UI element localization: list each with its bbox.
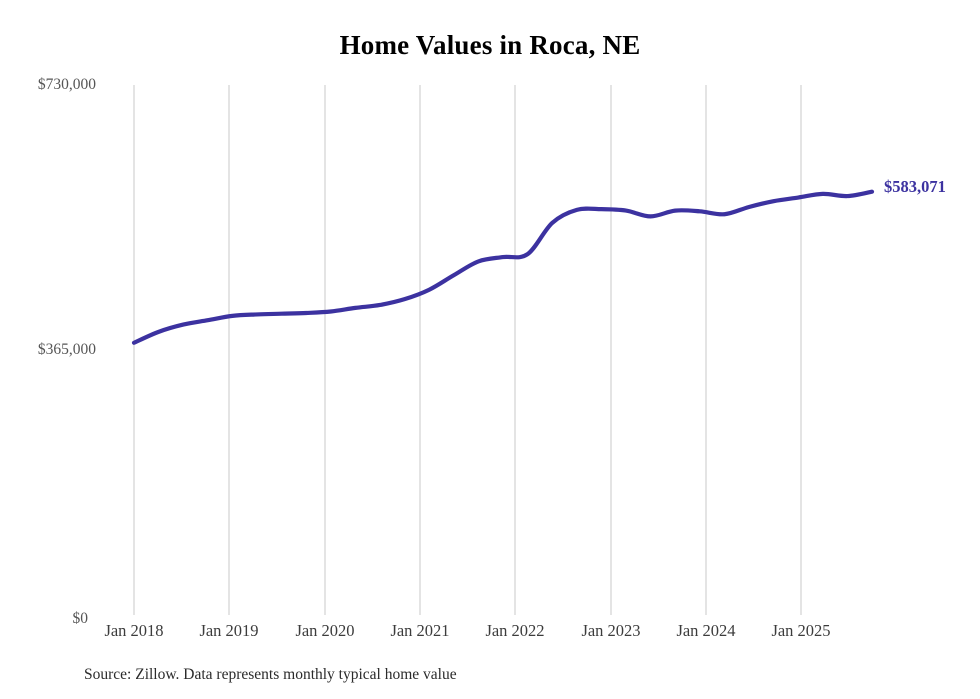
end-value-label: $583,071 xyxy=(884,177,946,196)
x-axis-tick-4: Jan 2022 xyxy=(485,621,545,640)
gridlines xyxy=(133,85,802,615)
series-line-typical-home-value xyxy=(131,189,875,345)
x-axis-tick-6: Jan 2024 xyxy=(676,621,736,640)
source-note: Source: Zillow. Data represents monthly … xyxy=(84,666,457,683)
x-axis-tick-7: Jan 2025 xyxy=(771,621,831,640)
y-axis-tick-zero: $0 xyxy=(72,610,89,627)
y-axis-tick-mid: $365,000 xyxy=(37,341,96,358)
x-axis-tick-5: Jan 2023 xyxy=(581,621,641,640)
x-axis-tick-0: Jan 2018 xyxy=(104,621,164,640)
x-axis-tick-2: Jan 2020 xyxy=(295,621,355,640)
x-axis-tick-3: Jan 2021 xyxy=(390,621,450,640)
y-axis-tick-top: $730,000 xyxy=(37,76,96,93)
page-title: Home Values in Roca, NE xyxy=(339,30,641,60)
x-axis-tick-1: Jan 2019 xyxy=(199,621,259,640)
